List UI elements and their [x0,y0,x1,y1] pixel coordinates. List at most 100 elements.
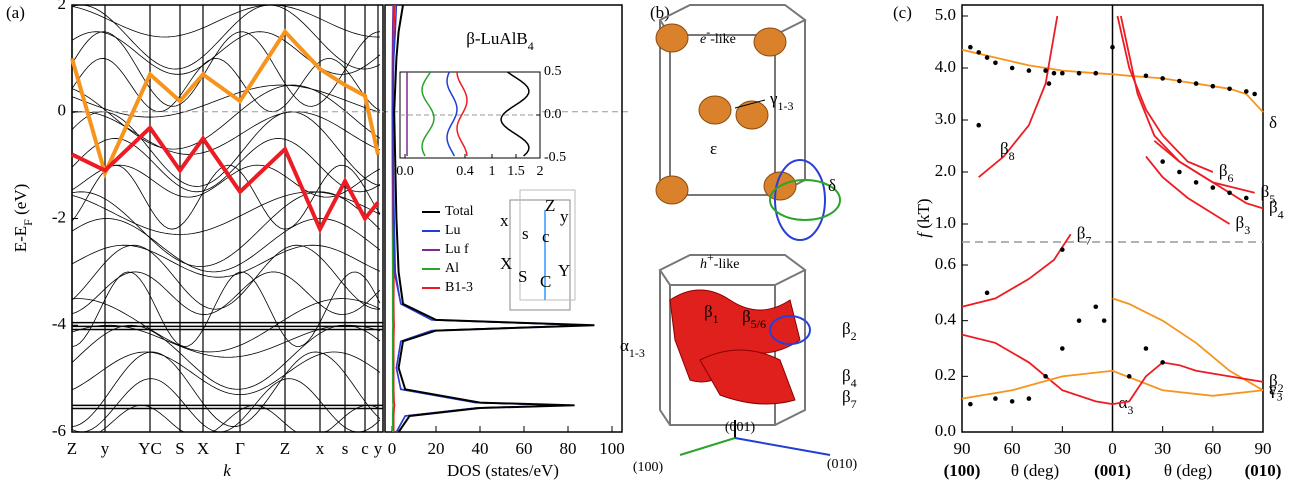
k-label: S [175,439,184,458]
k-label: YC [138,439,162,458]
data-point [1060,247,1065,252]
x-axis-label: (010) [1245,461,1282,480]
branch-label-part: β [1269,197,1278,216]
y-tick-label: 0.0 [935,421,956,440]
bz-label: s [522,224,529,243]
inset-x-tick: 2 [537,164,544,179]
bz-label: C [540,272,551,291]
fs-pocket [656,24,688,52]
data-point [985,291,990,296]
branch-label: β4 [1269,197,1284,221]
panel-label: (c) [893,3,912,22]
branch-label-part: β [1219,161,1228,180]
axis-direction: (100) [633,460,664,475]
band-line-decor [72,272,380,347]
x-tick-label: 60 [1204,439,1221,458]
x-tick-label: 90 [1255,439,1272,458]
y-axis-label-part: (kT) [914,198,933,232]
axis-decor [680,438,735,455]
branch-label-part: 4 [1278,207,1284,221]
fs-annotation: δ [828,176,836,195]
y-tick-label: 1.0 [935,213,956,232]
x-tick-label: 40 [472,439,489,458]
data-point [1244,89,1249,94]
fs-branch [1113,362,1264,404]
k-label: Γ [235,439,245,458]
page: {"panel_a":{"label":"(a)", "band":{"ylab… [0,0,1307,485]
fs-annotation-part: δ [828,176,836,195]
y-tick-label: -2 [52,207,66,226]
fs-annotation-part: β [842,366,851,385]
data-point [1211,84,1216,89]
surface-label-part: -like [714,257,740,272]
fs-annotation-part: β [704,302,713,321]
fs-pocket [736,101,768,129]
k-label: Z [67,439,77,458]
data-point [1227,87,1232,92]
data-point [1252,92,1257,97]
data-point [1077,71,1082,76]
inset-x-tick: 0.4 [456,164,474,179]
x-axis-label: θ (deg) [1011,461,1059,480]
branch-label-part: 7 [1085,233,1091,247]
data-point [1060,346,1065,351]
inset-y-tick: 0.0 [544,107,562,122]
inset-x-tick: 1.5 [507,164,525,179]
y-tick-label: 5.0 [935,5,956,24]
data-point [1010,66,1015,71]
x-axis-label: k [223,461,231,480]
x-axis-label: (001) [1094,461,1131,480]
band-line-decor [72,192,380,235]
branch-label: β3 [1236,213,1251,237]
data-point [1010,399,1015,404]
x-tick-label: 30 [1154,439,1171,458]
band-line-decor [72,245,380,309]
y-axis-label: E-EF (eV) [11,184,35,253]
band-line-decor [72,5,380,37]
branch-label-part: β [1077,223,1086,242]
fs-branch [979,16,1058,177]
data-point [968,402,973,407]
legend-label: Lu f [445,242,469,257]
data-point [1244,196,1249,201]
y-tick-label: 3.0 [935,109,956,128]
fs-annotation-part: α [620,336,629,355]
y-tick-label: 0.6 [935,254,956,273]
y-tick-label: 2 [58,0,67,13]
data-point [976,123,981,128]
x-axis-label: (100) [944,461,981,480]
data-point [1211,185,1216,190]
y-tick-label: 2.0 [935,161,956,180]
bz-label: S [518,267,527,286]
bz-label: c [542,227,550,246]
legend-label: Total [445,204,474,219]
y-axis-label-part: E-E [11,226,30,252]
frame [72,5,383,432]
k-label: y [101,439,110,458]
fs-annotation-part: 4 [851,376,857,390]
branch-label-part: β [1236,213,1245,232]
fs-annotation-part: 1 [713,312,719,326]
fs-branch [962,234,1071,307]
k-label: c [361,439,369,458]
fs-annotation-part: 1-3 [778,99,794,113]
band-line-decor [72,272,380,315]
branch-label: β6 [1219,161,1234,185]
branch-label-part: β [1261,182,1270,201]
data-point [985,55,990,60]
branch-label-part: 3 [1244,223,1250,237]
data-point [1060,71,1065,76]
inset-x-tick: 1 [489,164,496,179]
data-point [1043,68,1048,73]
fs-annotation-part: ε [710,139,717,158]
branch-label-part: 8 [1009,149,1015,163]
k-label: x [316,439,325,458]
fs-annotation: α1-3 [620,336,645,360]
fs-pocket [699,96,731,124]
branch-label: α3 [1119,393,1134,417]
data-point [1177,170,1182,175]
branch-label: δ [1269,113,1277,132]
fs-annotation-part: β [842,319,851,338]
fs-hole [700,350,795,404]
x-axis-label: DOS (states/eV) [447,461,559,480]
